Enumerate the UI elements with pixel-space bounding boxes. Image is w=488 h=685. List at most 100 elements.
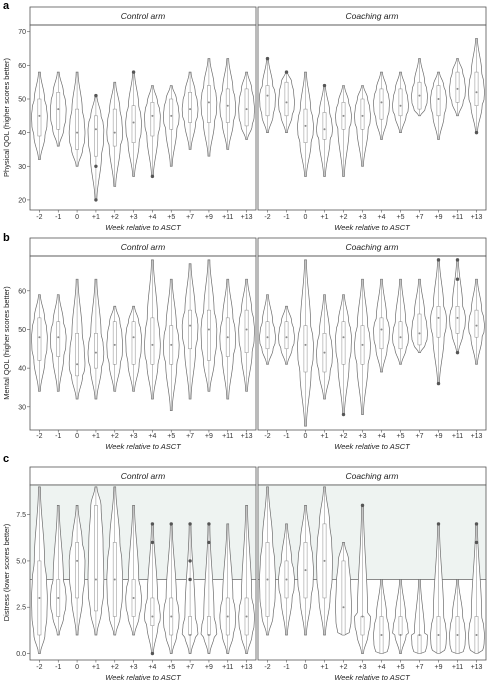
facet-control: Control arm -2 -1 0 +1 +2 +3 +4 +5 +7 +9 +11 +13 Week… xyxy=(29,6,257,232)
x-tick-label: +4 xyxy=(148,433,156,440)
median-4 xyxy=(342,114,345,117)
median-2 xyxy=(76,131,79,134)
box-7 xyxy=(169,98,174,130)
median-8 xyxy=(189,634,192,636)
x-tick-label: +5 xyxy=(397,433,405,440)
x-tick-label: +11 xyxy=(452,664,463,671)
y-tick-label: 5.0 xyxy=(16,558,26,565)
x-tick-label: +1 xyxy=(321,433,329,440)
outlier-point xyxy=(94,93,98,98)
box-9 xyxy=(207,616,211,636)
median-5 xyxy=(361,114,364,117)
x-axis-label: Week relative to ASCT xyxy=(105,673,182,682)
x-tick-label: +2 xyxy=(111,664,119,671)
x-tick-label: +4 xyxy=(378,214,386,221)
facet-strip-label: Control arm xyxy=(121,471,165,481)
outlier-point xyxy=(322,83,327,88)
median-3 xyxy=(94,351,97,354)
median-2 xyxy=(76,363,79,366)
median-1 xyxy=(285,336,288,339)
box-7 xyxy=(398,88,403,117)
x-tick-label: -2 xyxy=(264,664,270,671)
y-tick-label: 2.5 xyxy=(16,605,26,612)
x-tick-label: +2 xyxy=(340,433,348,440)
x-tick-label: +13 xyxy=(241,664,253,671)
panel-letter: a xyxy=(3,0,10,12)
median-6 xyxy=(380,328,383,331)
median-11 xyxy=(245,108,248,111)
box-0 xyxy=(265,321,270,350)
x-tick-label: +1 xyxy=(321,664,329,671)
box-3 xyxy=(94,115,98,157)
median-1 xyxy=(285,578,288,581)
plot-panel-border xyxy=(29,484,257,661)
y-tick-label: 30 xyxy=(18,164,26,171)
outlier-point xyxy=(436,522,441,526)
median-11 xyxy=(475,634,478,636)
box-4 xyxy=(112,321,117,365)
box-5 xyxy=(360,98,365,130)
median-3 xyxy=(323,351,326,354)
x-axis-label: Week relative to ASCT xyxy=(334,442,411,451)
outlier-point xyxy=(207,522,211,526)
x-tick-label: +9 xyxy=(435,214,443,221)
median-5 xyxy=(132,336,135,339)
outlier-point xyxy=(207,540,211,545)
median-4 xyxy=(113,131,116,134)
median-9 xyxy=(437,634,440,636)
x-tick-label: +3 xyxy=(130,214,138,221)
y-tick-label: 30 xyxy=(18,404,26,411)
box-1 xyxy=(56,321,61,357)
median-10 xyxy=(456,316,459,319)
x-tick-label: +9 xyxy=(205,214,213,221)
median-0 xyxy=(38,336,41,339)
median-11 xyxy=(475,324,478,327)
y-tick-label: 50 xyxy=(18,327,26,334)
x-tick-label: +9 xyxy=(435,433,443,440)
box-9 xyxy=(207,309,211,361)
box-6 xyxy=(379,88,384,120)
x-tick-label: +7 xyxy=(186,433,194,440)
x-tick-label: +13 xyxy=(241,214,253,221)
x-tick-label: 0 xyxy=(75,433,79,440)
outlier-point xyxy=(455,277,460,281)
median-7 xyxy=(170,114,173,117)
box-0 xyxy=(37,98,42,137)
median-3 xyxy=(323,128,326,131)
median-0 xyxy=(38,114,41,117)
median-11 xyxy=(245,615,248,618)
median-10 xyxy=(456,87,459,90)
plot-panel-border xyxy=(257,484,487,661)
median-6 xyxy=(380,634,383,636)
outlier-point xyxy=(94,198,98,202)
median-9 xyxy=(207,328,210,331)
box-2 xyxy=(75,333,79,377)
x-tick-label: +9 xyxy=(205,433,213,440)
box-11 xyxy=(244,88,249,127)
x-tick-label: 0 xyxy=(304,214,308,221)
x-tick-label: +5 xyxy=(167,433,175,440)
x-tick-label: +7 xyxy=(416,664,424,671)
median-7 xyxy=(399,104,402,107)
box-0 xyxy=(37,317,42,361)
median-8 xyxy=(418,332,421,335)
box-7 xyxy=(398,616,403,636)
median-1 xyxy=(57,108,60,111)
x-tick-label: +4 xyxy=(378,433,386,440)
median-0 xyxy=(266,578,269,581)
median-2 xyxy=(76,559,79,562)
outlier-point xyxy=(131,70,136,74)
x-tick-label: +11 xyxy=(222,664,233,671)
median-0 xyxy=(266,336,269,339)
x-tick-label: +3 xyxy=(359,433,367,440)
median-10 xyxy=(226,104,229,107)
x-tick-label: +7 xyxy=(416,214,424,221)
outlier-point xyxy=(188,522,192,526)
facet-coaching: Coaching arm -2 -1 0 +1 +2 +3 +4 +5 +7 +9 +11 +13 Wee… xyxy=(257,237,487,451)
x-tick-label: +4 xyxy=(148,214,156,221)
box-8 xyxy=(417,313,422,346)
box-6 xyxy=(150,597,155,626)
box-4 xyxy=(112,108,117,147)
box-0 xyxy=(265,85,270,117)
y-axis-label: Mental QOL (higher scores better) xyxy=(2,286,11,400)
